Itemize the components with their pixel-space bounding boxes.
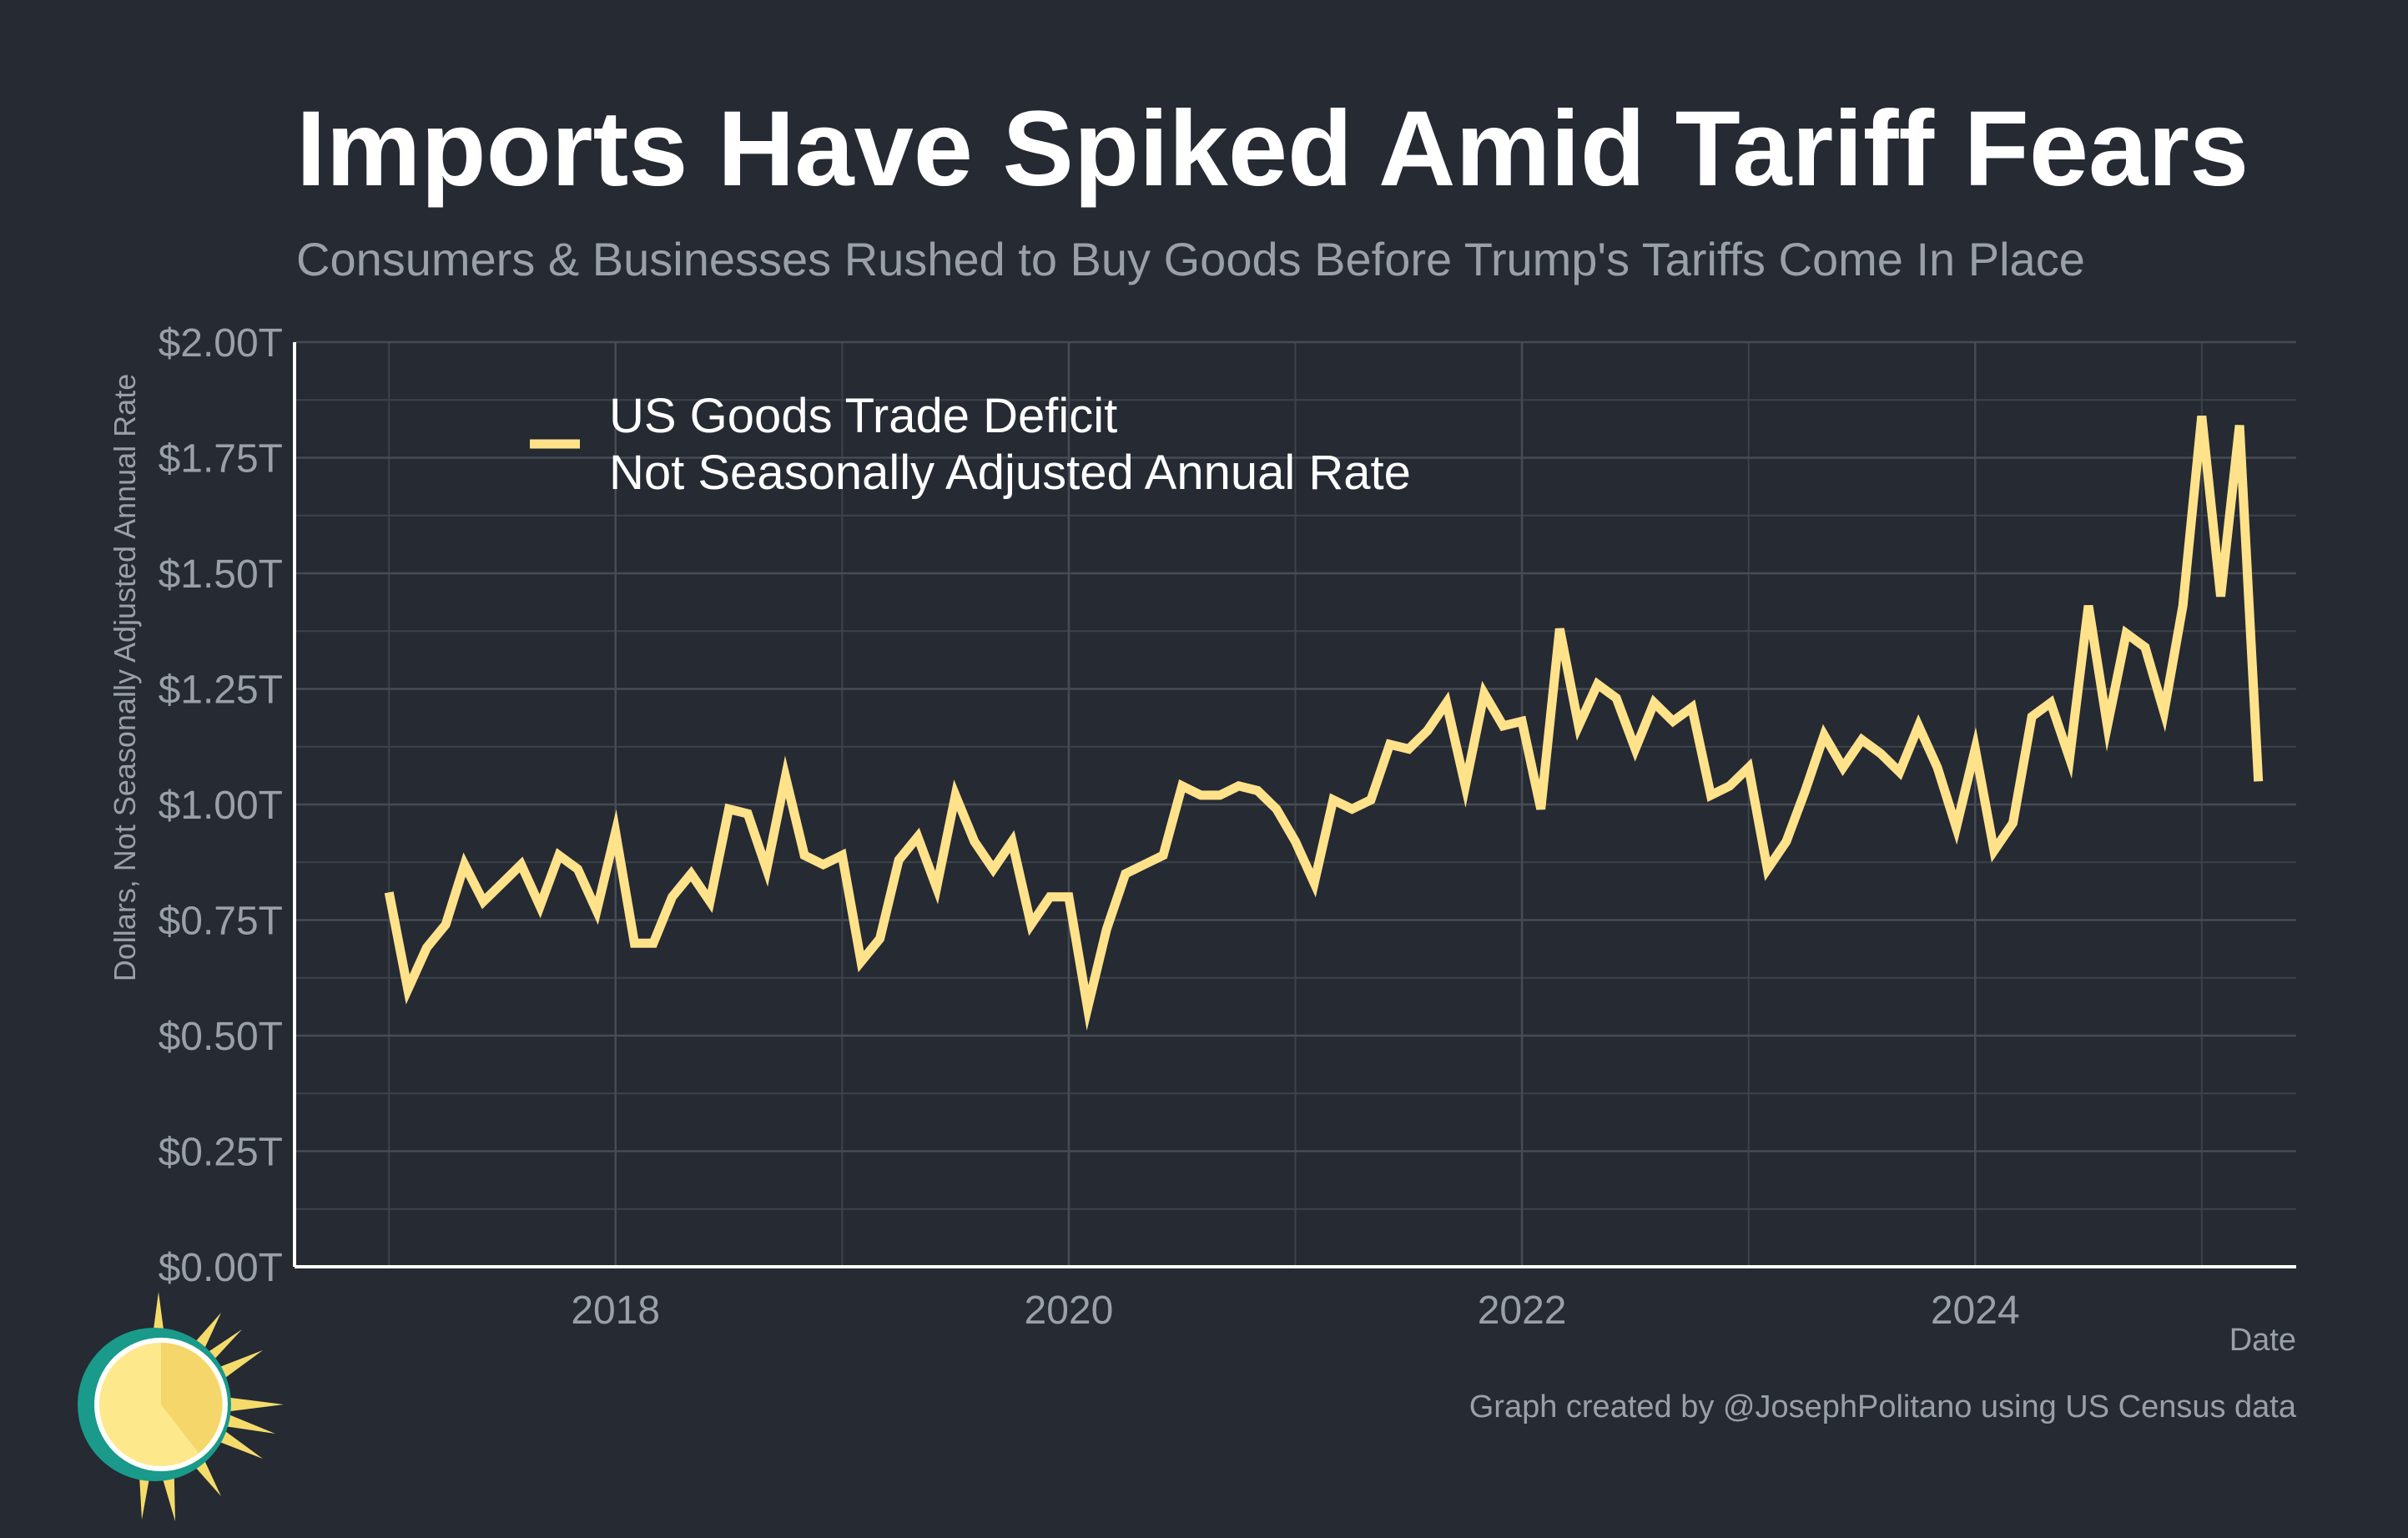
y-tick-label: $1.00T (159, 784, 283, 828)
chart-subtitle: Consumers & Businesses Rushed to Buy Goo… (296, 233, 2085, 285)
y-tick-label: $0.50T (159, 1015, 283, 1059)
x-axis-title: Date (2229, 1323, 2296, 1358)
y-axis-title: Dollars, Not Seasonally Adjusted Annual … (108, 374, 142, 981)
chart-title: Imports Have Spiked Amid Tariff Fears (296, 89, 2249, 209)
y-tick-label: $1.50T (159, 552, 283, 597)
series-layer (384, 416, 2264, 1031)
x-tick-label: 2024 (1931, 1288, 2020, 1333)
x-tick-label: 2020 (1025, 1288, 1114, 1333)
axes (293, 342, 2296, 1268)
source-caption: Graph created by @JosephPolitano using U… (1468, 1389, 2296, 1425)
y-tick-label: $1.25T (159, 668, 283, 713)
y-tick-label: $1.75T (159, 437, 283, 482)
y-tick-label: $0.25T (159, 1131, 283, 1175)
legend-label: US Goods Trade Deficit Not Seasonally Adj… (609, 389, 1411, 500)
y-tick-labels: $0.00T $0.25T $0.50T $0.75T $1.00T $1.25T $1.5… (159, 321, 283, 1290)
x-tick-label: 2018 (571, 1288, 660, 1333)
series-line (384, 416, 2264, 1031)
x-tick-labels: 2018 2020 2022 2024 (571, 1288, 2019, 1333)
y-tick-label: $0.00T (159, 1246, 283, 1290)
x-tick-label: 2022 (1478, 1288, 1567, 1333)
y-tick-label: $0.75T (159, 900, 283, 944)
legend: US Goods Trade Deficit Not Seasonally Adj… (530, 389, 1411, 500)
sun-icon (78, 1292, 284, 1521)
y-tick-label: $2.00T (159, 321, 283, 366)
